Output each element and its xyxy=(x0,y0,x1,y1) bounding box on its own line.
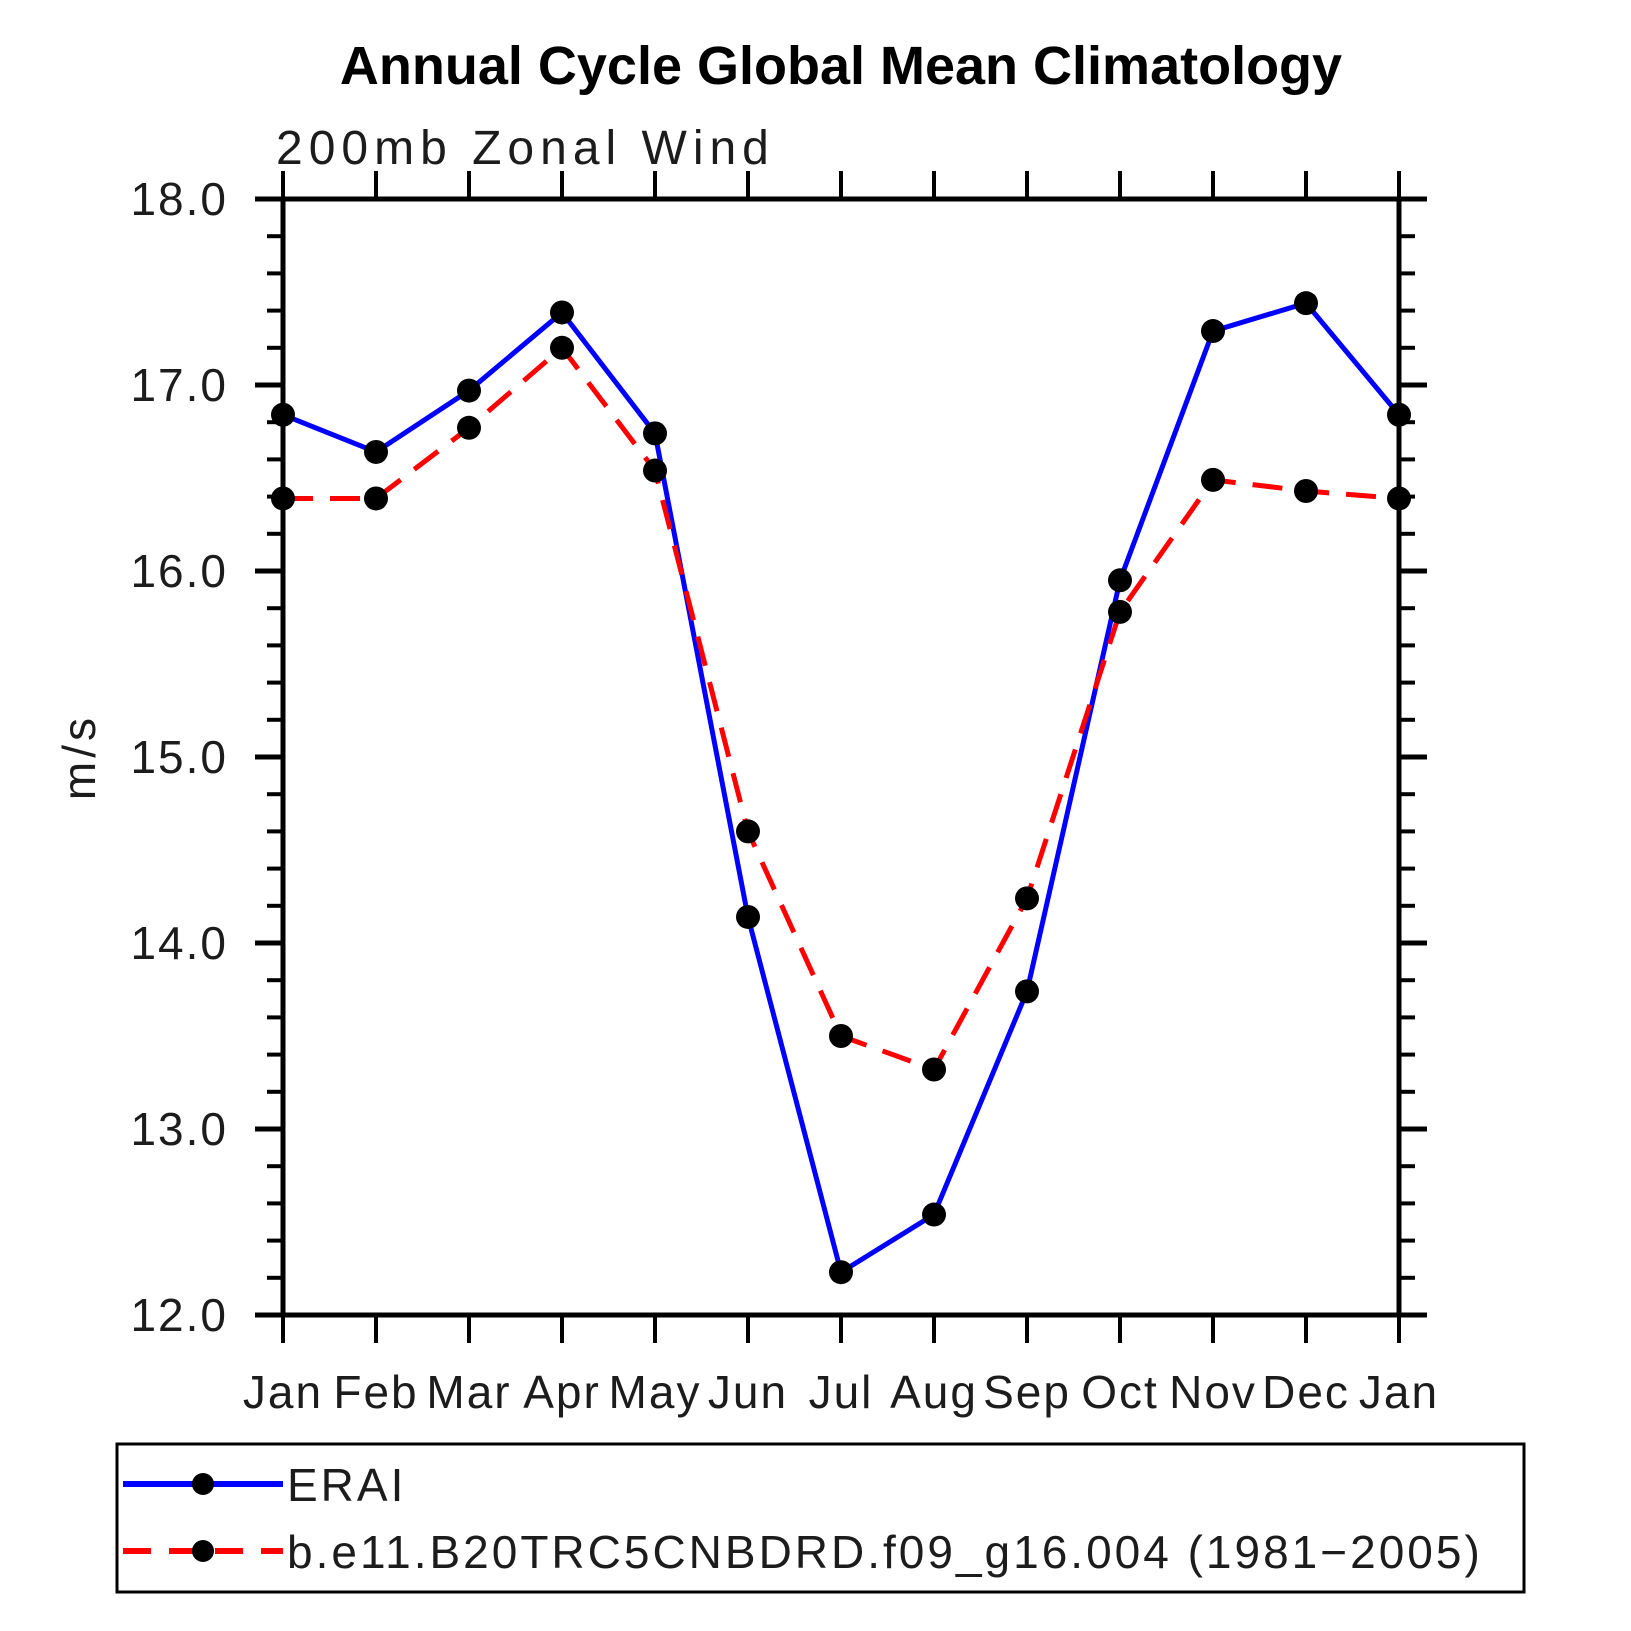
x-tick-label: Jun xyxy=(708,1366,788,1418)
data-point-marker xyxy=(457,415,481,440)
data-point-marker xyxy=(922,1057,946,1082)
series-line-solid xyxy=(282,300,1401,1277)
data-point-marker xyxy=(550,300,574,325)
y-tick-label: 14.0 xyxy=(130,917,228,969)
data-point-marker xyxy=(829,1260,853,1285)
data-point-marker xyxy=(829,1024,853,1048)
x-tick-label: Jan xyxy=(243,1366,323,1418)
data-point-marker xyxy=(1201,319,1225,344)
data-point-marker xyxy=(271,402,295,427)
data-point-marker xyxy=(271,486,295,511)
x-tick-label: Nov xyxy=(1169,1366,1257,1418)
data-point-marker xyxy=(1294,479,1318,504)
x-tick-label: Feb xyxy=(333,1366,418,1418)
x-tick-label: Oct xyxy=(1081,1366,1159,1418)
data-point-marker xyxy=(457,378,481,403)
x-tick-label: May xyxy=(609,1366,702,1418)
y-tick-label: 17.0 xyxy=(130,359,228,411)
data-point-marker xyxy=(1108,568,1132,593)
plot-frame xyxy=(280,196,1402,1318)
y-tick-label: 12.0 xyxy=(130,1289,228,1341)
data-series xyxy=(271,291,1411,1285)
y-tick-label: 18.0 xyxy=(130,173,228,225)
data-point-marker xyxy=(364,486,388,511)
legend-marker xyxy=(192,1540,214,1562)
data-point-marker xyxy=(1294,291,1318,316)
data-point-marker xyxy=(550,335,574,360)
data-point-marker xyxy=(922,1202,946,1227)
y-tick-label: 15.0 xyxy=(130,731,228,783)
data-point-marker xyxy=(1387,402,1411,427)
y-axis-label: m/s xyxy=(53,714,105,800)
x-tick-label: Mar xyxy=(426,1366,511,1418)
x-tick-label: Jul xyxy=(809,1366,874,1418)
legend-entry-label: b.e11.B20TRC5CNBDRD.f09_g16.004 (1981−20… xyxy=(287,1526,1483,1578)
legend-box xyxy=(115,1442,1526,1594)
data-point-marker xyxy=(1387,486,1411,511)
data-point-marker xyxy=(1201,467,1225,492)
data-point-marker xyxy=(1108,599,1132,624)
data-point-marker xyxy=(1015,979,1039,1004)
chart-title: Annual Cycle Global Mean Climatology xyxy=(340,36,1342,96)
y-tick-label: 13.0 xyxy=(130,1103,228,1155)
x-tick-label: Dec xyxy=(1262,1366,1350,1418)
series-line-dashed xyxy=(283,344,1400,1073)
x-tick-label: Sep xyxy=(983,1366,1071,1418)
data-point-marker xyxy=(643,458,667,483)
legend-entry-label: ERAI xyxy=(287,1459,406,1511)
x-tick-label: Aug xyxy=(890,1366,978,1418)
legend: ERAI b.e11.B20TRC5CNBDRD.f09_g16.004 (198… xyxy=(115,1442,1526,1594)
data-point-marker xyxy=(736,819,760,844)
data-point-marker xyxy=(643,421,667,446)
x-tick-label: Jan xyxy=(1359,1366,1439,1418)
data-point-marker xyxy=(1015,886,1039,911)
data-point-marker xyxy=(364,439,388,464)
x-tick-label: Apr xyxy=(523,1366,601,1418)
data-point-marker xyxy=(736,904,760,929)
legend-marker xyxy=(192,1473,214,1495)
chart-subtitle: 200mb Zonal Wind xyxy=(276,122,775,175)
y-tick-label: 16.0 xyxy=(130,545,228,597)
